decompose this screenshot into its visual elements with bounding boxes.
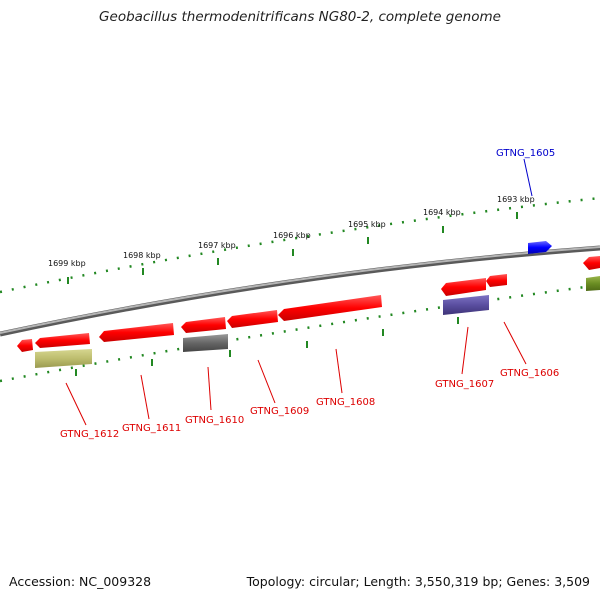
genome-backbone [0, 245, 600, 337]
tick-label: 1697 kbp [198, 241, 236, 250]
gene-GTNG_1608[interactable] [278, 295, 382, 321]
gene-label-GTNG_1606[interactable]: GTNG_1606 [500, 368, 559, 379]
gene-GTNG_1612[interactable] [35, 333, 90, 348]
tick-label: 1695 kbp [348, 220, 386, 229]
gene-GTNG_1605[interactable] [528, 241, 552, 254]
gene-label-GTNG_1612[interactable]: GTNG_1612 [60, 429, 119, 440]
tick-label: 1699 kbp [48, 259, 86, 268]
feature-purple[interactable] [443, 295, 489, 315]
tick-label: 1696 kbp [273, 231, 311, 240]
gene-GTNG_1610[interactable] [181, 317, 226, 333]
major-ticks [67, 212, 518, 376]
feature-olive[interactable] [35, 349, 92, 368]
feature-gray[interactable] [183, 334, 228, 352]
gene-label-GTNG_1608[interactable]: GTNG_1608 [316, 397, 375, 408]
feature-green[interactable] [586, 276, 600, 291]
tick-label: 1698 kbp [123, 251, 161, 260]
gene-GTNG_1607[interactable] [441, 278, 486, 296]
inner-tick-ring [0, 283, 600, 383]
gene-partial-right[interactable] [583, 256, 600, 270]
accession-text: Accession: NC_009328 [9, 574, 152, 589]
tick-label: 1693 kbp [497, 195, 535, 204]
topology-text: Topology: circular; Length: 3,550,319 bp… [246, 574, 590, 589]
gene-label-GTNG_1605[interactable]: GTNG_1605 [496, 148, 555, 159]
gene-GTNG_1609[interactable] [227, 310, 278, 328]
gene-partial-left[interactable] [17, 339, 33, 352]
tick-label: 1694 kbp [423, 208, 461, 217]
gene-label-GTNG_1611[interactable]: GTNG_1611 [122, 423, 181, 434]
outer-tick-ring [0, 196, 600, 294]
genome-title: Geobacillus thermodenitrificans NG80-2, … [99, 9, 501, 25]
gene-label-GTNG_1607[interactable]: GTNG_1607 [435, 379, 494, 390]
gene-GTNG_1606[interactable] [486, 274, 507, 287]
gene-label-GTNG_1609[interactable]: GTNG_1609 [250, 406, 309, 417]
leader-lines [65, 158, 533, 426]
gene-GTNG_1611[interactable] [99, 323, 174, 342]
gene-label-GTNG_1610[interactable]: GTNG_1610 [185, 415, 244, 426]
